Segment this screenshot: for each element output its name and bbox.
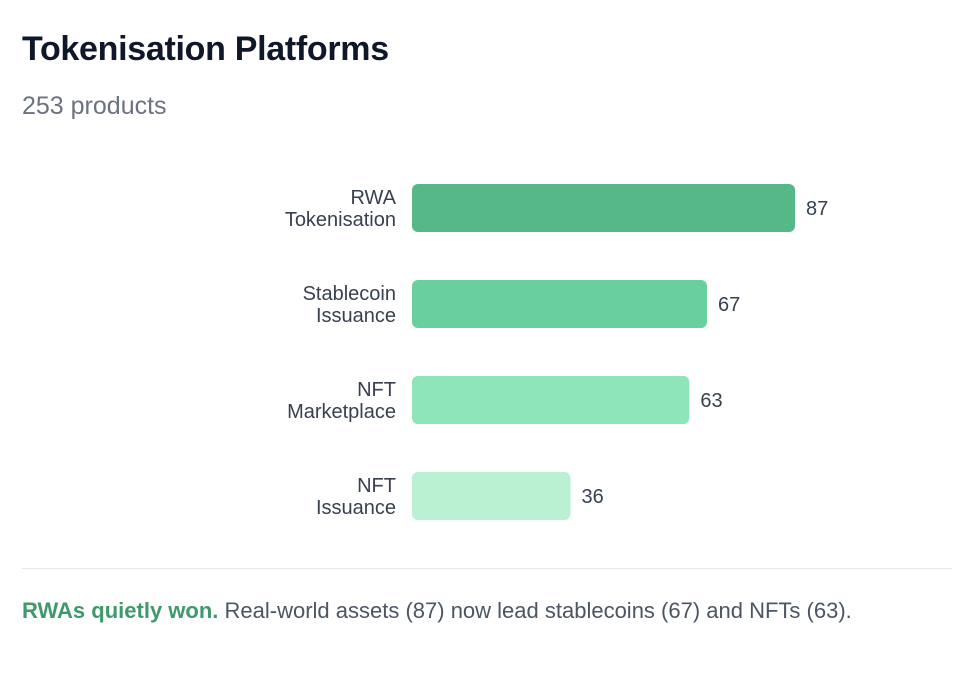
category-label: NFT Marketplace [287,379,396,423]
insight-lead: RWAs quietly won. [22,598,219,623]
value-label: 63 [700,390,722,412]
bar [412,280,707,328]
category-label: NFT Issuance [316,475,396,519]
divider [22,568,952,569]
value-label: 36 [581,486,603,508]
category-label: Stablecoin Issuance [303,283,396,327]
value-label: 87 [806,198,828,220]
insight-text: RWAs quietly won. Real-world assets (87)… [22,595,942,627]
bar-chart: 87 RWA Tokenisation 67 Stablecoin Issuance 63 N… [285,184,828,520]
product-count: 253 products [22,92,167,120]
value-label: 67 [718,294,740,316]
insight-body: Real-world assets (87) now lead stableco… [218,598,852,623]
category-label: RWA Tokenisation [285,187,397,231]
chart-title: Tokenisation Platforms [22,30,389,68]
bar [412,472,571,520]
bar [412,376,690,424]
bar [412,184,795,232]
